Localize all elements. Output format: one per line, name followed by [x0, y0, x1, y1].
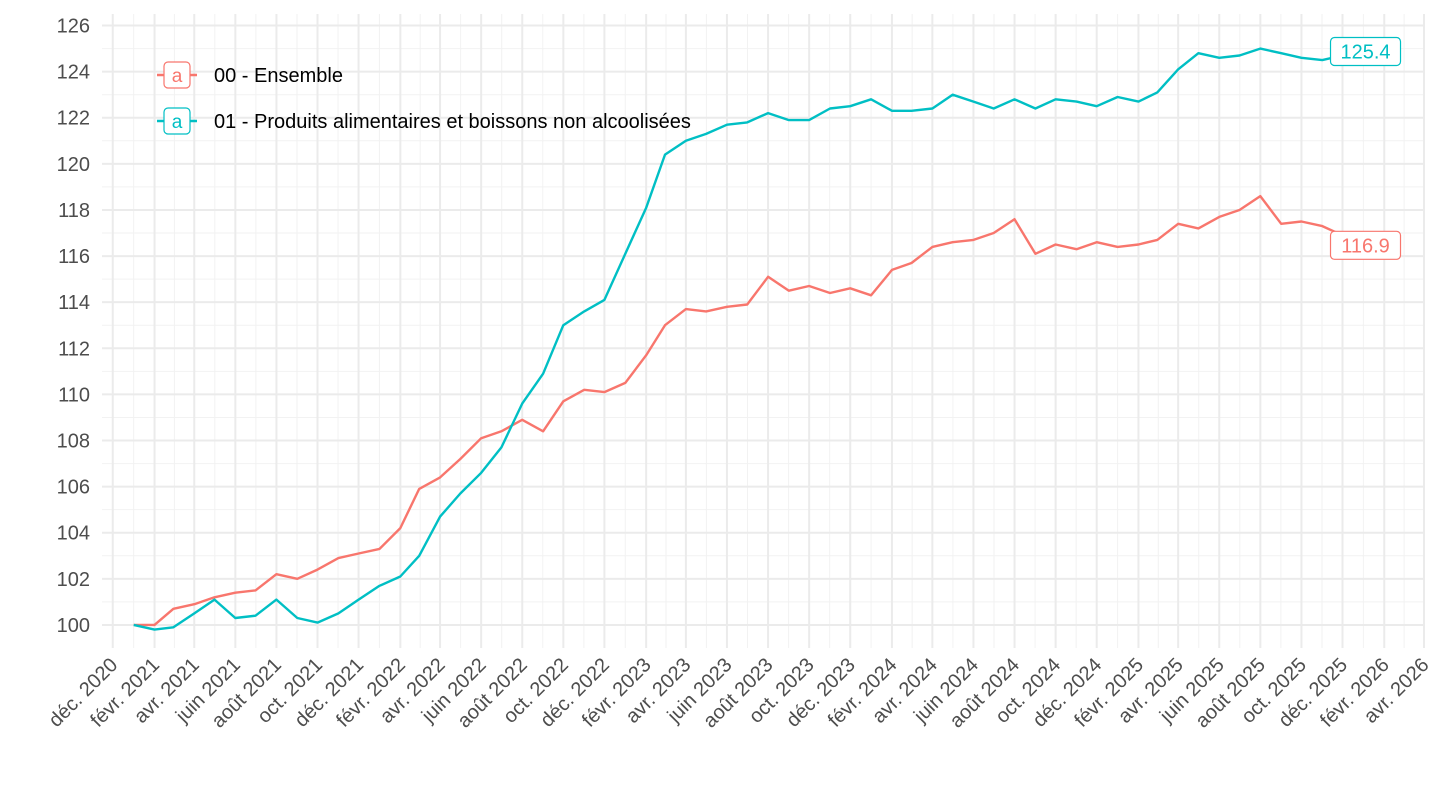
end-label-text: 116.9	[1341, 235, 1390, 257]
legend-key-glyph: a	[172, 112, 183, 133]
end-label-box	[1329, 230, 1402, 260]
minor-gridlines	[102, 14, 1424, 648]
y-tick-label: 110	[58, 384, 90, 406]
y-axis-tick-labels: 100 102 104 106 108 110 112 114 116 118 120 122 124 1…	[57, 16, 90, 637]
series-line-2	[133, 47, 1343, 631]
series-line-1	[133, 194, 1343, 627]
y-tick-label: 106	[57, 477, 90, 499]
end-value-labels: 116.9 125.4	[1329, 36, 1402, 260]
y-tick-label: 114	[58, 292, 90, 314]
legend-key-box	[163, 107, 191, 135]
y-tick-label: 108	[57, 431, 90, 453]
legend-item-1: a 00 - Ensemble	[157, 61, 343, 89]
y-tick-label: 126	[57, 16, 90, 38]
major-gridlines	[102, 14, 1425, 648]
y-tick-label: 104	[57, 523, 90, 545]
y-tick-label: 122	[57, 108, 90, 130]
legend-key-glyph: a	[172, 66, 183, 87]
end-label-1: 116.9	[1329, 230, 1402, 260]
legend-label: 00 - Ensemble	[214, 65, 343, 87]
y-tick-label: 120	[57, 154, 90, 176]
y-tick-label: 116	[58, 246, 90, 268]
y-tick-label: 100	[57, 615, 90, 637]
series-lines	[133, 47, 1343, 631]
legend: a 00 - Ensemble a 01 - Produits alimentaire…	[157, 61, 691, 135]
y-tick-label: 112	[58, 338, 90, 360]
end-label-text: 125.4	[1340, 41, 1390, 63]
y-tick-label: 124	[57, 62, 90, 84]
end-label-box	[1329, 36, 1402, 67]
legend-key-box	[163, 61, 191, 89]
legend-item-2: a 01 - Produits alimentaires et boissons …	[157, 107, 691, 135]
end-label-2: 125.4	[1329, 36, 1402, 67]
legend-label: 01 - Produits alimentaires et boissons n…	[214, 111, 691, 133]
y-tick-label: 118	[58, 200, 90, 222]
y-tick-label: 102	[57, 569, 90, 591]
